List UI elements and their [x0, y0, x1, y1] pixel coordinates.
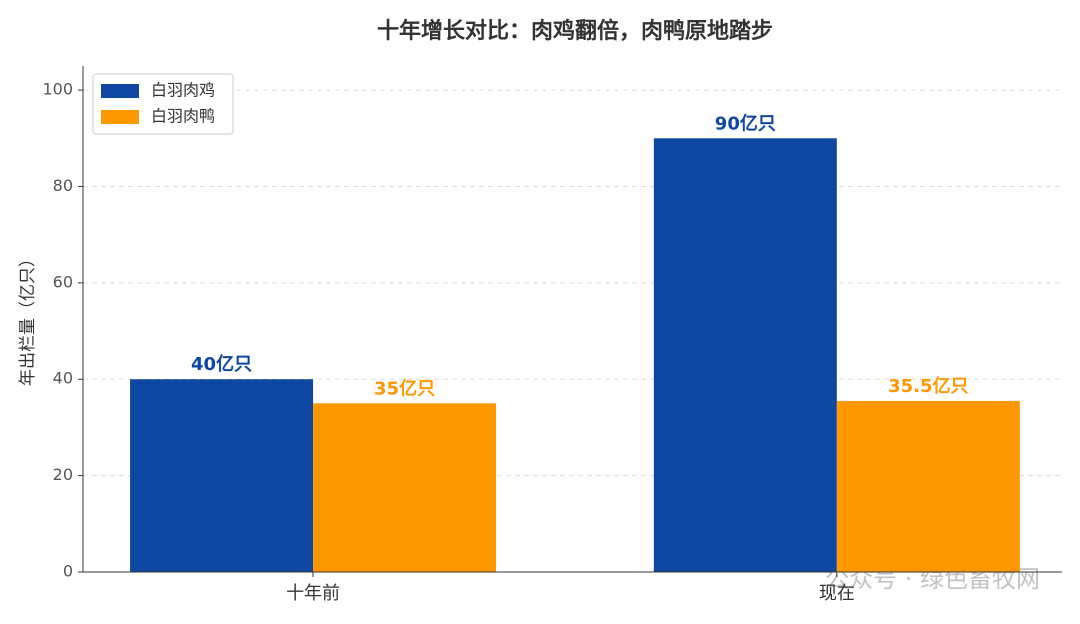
data-label: 35亿只	[374, 377, 435, 399]
data-label: 35.5亿只	[888, 375, 968, 397]
y-tick-label: 20	[53, 465, 73, 484]
bar	[836, 400, 1020, 572]
data-label: 90亿只	[715, 112, 776, 134]
chart-title: 十年增长对比：肉鸡翻倍，肉鸭原地踏步	[377, 18, 773, 44]
y-tick-label: 100	[42, 80, 73, 99]
y-tick-label: 0	[63, 562, 73, 581]
legend-label: 白羽肉鸡	[151, 81, 215, 100]
y-tick-label: 80	[53, 176, 73, 195]
y-axis-label: 年出栏量（亿只）	[18, 250, 38, 386]
bar	[653, 138, 837, 573]
legend-swatch	[101, 110, 139, 124]
legend-swatch	[101, 84, 139, 98]
y-tick-label: 40	[53, 369, 73, 388]
y-tick-label: 60	[53, 272, 73, 291]
bar	[313, 403, 497, 572]
legend-label: 白羽肉鸭	[151, 107, 215, 126]
bar	[130, 379, 314, 572]
x-tick-label: 现在	[819, 583, 855, 604]
data-label: 40亿只	[191, 353, 252, 375]
x-tick-label: 十年前	[286, 583, 340, 604]
